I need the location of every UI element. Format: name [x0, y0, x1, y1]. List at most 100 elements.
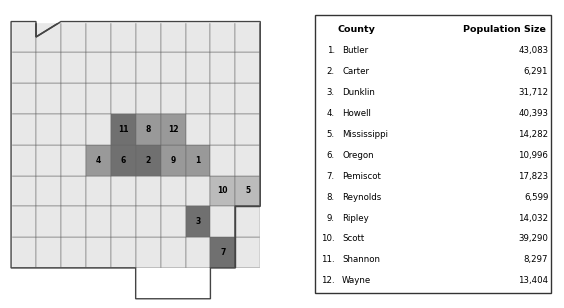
Polygon shape — [260, 0, 305, 308]
Text: 12.: 12. — [321, 276, 335, 285]
Text: 39,290: 39,290 — [518, 234, 548, 243]
Text: County: County — [337, 25, 375, 34]
Text: 11: 11 — [118, 125, 129, 134]
Bar — [210, 22, 235, 52]
Bar — [136, 83, 161, 114]
Bar — [36, 237, 61, 268]
Bar — [136, 145, 161, 176]
Text: 1.: 1. — [327, 46, 335, 55]
Bar — [136, 176, 161, 206]
Bar — [11, 114, 36, 145]
Bar — [235, 114, 260, 145]
Bar — [235, 145, 260, 176]
Bar — [161, 52, 186, 83]
Text: 11.: 11. — [321, 255, 335, 264]
Text: 3.: 3. — [327, 88, 335, 97]
Bar — [111, 237, 136, 268]
Bar — [11, 52, 36, 83]
Text: 6: 6 — [121, 156, 126, 165]
Text: 8: 8 — [146, 125, 151, 134]
Text: 13,404: 13,404 — [518, 276, 548, 285]
Bar — [61, 206, 86, 237]
Bar — [136, 268, 161, 299]
Bar — [161, 114, 186, 145]
Bar — [86, 206, 111, 237]
Bar — [210, 237, 235, 268]
Bar — [161, 237, 186, 268]
Bar — [210, 268, 235, 299]
Bar — [186, 268, 210, 299]
Text: 3: 3 — [195, 217, 201, 226]
Bar — [136, 22, 161, 52]
Text: 7: 7 — [220, 248, 226, 257]
Bar — [235, 206, 260, 237]
Bar — [86, 237, 111, 268]
Text: 10.: 10. — [321, 234, 335, 243]
Bar — [136, 206, 161, 237]
Text: 43,083: 43,083 — [518, 46, 548, 55]
Text: 10,996: 10,996 — [518, 151, 548, 160]
Text: 14,032: 14,032 — [518, 213, 548, 223]
Bar — [86, 114, 111, 145]
Bar — [186, 206, 210, 237]
Bar — [86, 22, 111, 52]
Text: Butler: Butler — [342, 46, 368, 55]
Text: 17,823: 17,823 — [518, 172, 548, 181]
Text: 5.: 5. — [327, 130, 335, 139]
Bar — [61, 83, 86, 114]
Text: Carter: Carter — [342, 67, 369, 76]
Text: 9: 9 — [170, 156, 175, 165]
Text: 10: 10 — [218, 186, 228, 196]
Bar — [161, 206, 186, 237]
Bar — [86, 176, 111, 206]
Bar — [111, 114, 136, 145]
Text: Scott: Scott — [342, 234, 364, 243]
Text: 40,393: 40,393 — [518, 109, 548, 118]
Bar — [210, 206, 235, 237]
Text: 4: 4 — [96, 156, 101, 165]
Text: 6.: 6. — [327, 151, 335, 160]
Polygon shape — [0, 0, 11, 308]
Text: 12: 12 — [168, 125, 178, 134]
Bar — [235, 83, 260, 114]
Bar — [210, 145, 235, 176]
Bar — [235, 237, 260, 268]
Text: 2.: 2. — [327, 67, 335, 76]
Bar — [111, 83, 136, 114]
Text: 2: 2 — [146, 156, 151, 165]
Bar — [11, 22, 36, 52]
Bar — [11, 145, 36, 176]
Text: 31,712: 31,712 — [518, 88, 548, 97]
Text: 7.: 7. — [327, 172, 335, 181]
Bar — [111, 22, 136, 52]
Bar — [210, 176, 235, 206]
Bar — [36, 22, 61, 52]
Text: 4.: 4. — [327, 109, 335, 118]
Bar — [11, 206, 36, 237]
Bar — [186, 145, 210, 176]
Polygon shape — [11, 268, 136, 299]
Text: Population Size: Population Size — [464, 25, 547, 34]
Bar — [186, 237, 210, 268]
Bar — [11, 176, 36, 206]
Text: 8,297: 8,297 — [524, 255, 548, 264]
Bar — [136, 114, 161, 145]
Bar — [61, 176, 86, 206]
Text: 8.: 8. — [327, 192, 335, 202]
Bar — [161, 268, 186, 299]
Bar — [186, 114, 210, 145]
FancyBboxPatch shape — [315, 15, 550, 293]
Text: Reynolds: Reynolds — [342, 192, 381, 202]
Bar — [36, 83, 61, 114]
Bar — [111, 52, 136, 83]
Bar — [186, 22, 210, 52]
Bar — [61, 237, 86, 268]
Text: Howell: Howell — [342, 109, 371, 118]
Text: 14,282: 14,282 — [518, 130, 548, 139]
Text: Dunklin: Dunklin — [342, 88, 375, 97]
Text: Shannon: Shannon — [342, 255, 380, 264]
Bar — [161, 145, 186, 176]
Text: Mississippi: Mississippi — [342, 130, 388, 139]
Bar — [235, 176, 260, 206]
Bar — [210, 52, 235, 83]
